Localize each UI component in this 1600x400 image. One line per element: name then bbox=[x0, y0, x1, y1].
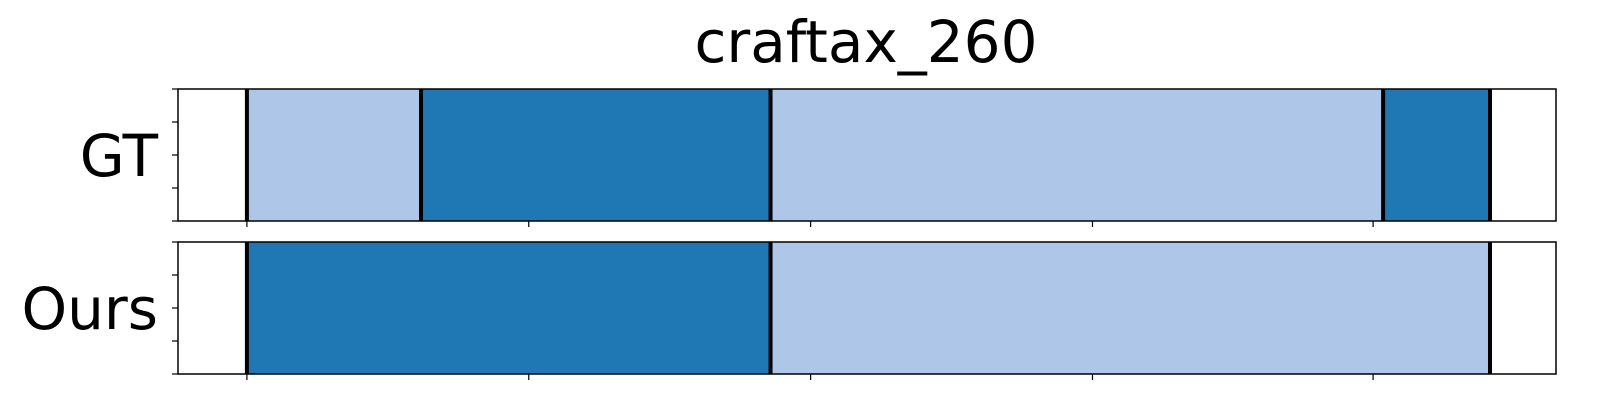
tail-blank-ours bbox=[1492, 242, 1556, 374]
segment-ours-0 bbox=[246, 242, 771, 374]
row-label-gt: GT bbox=[80, 122, 159, 190]
chart-title: craftax_260 bbox=[695, 8, 1038, 76]
tail-blank-gt bbox=[1492, 89, 1556, 221]
segment-gt-0 bbox=[246, 89, 422, 221]
segment-gt-2 bbox=[770, 89, 1384, 221]
row-label-ours: Ours bbox=[22, 275, 158, 343]
segment-gt-1 bbox=[421, 89, 771, 221]
row-panel-gt: GT bbox=[80, 88, 1557, 227]
rows-layer: GT Ours bbox=[22, 88, 1557, 380]
segment-ours-1 bbox=[770, 242, 1556, 374]
row-panel-ours: Ours bbox=[22, 241, 1557, 380]
